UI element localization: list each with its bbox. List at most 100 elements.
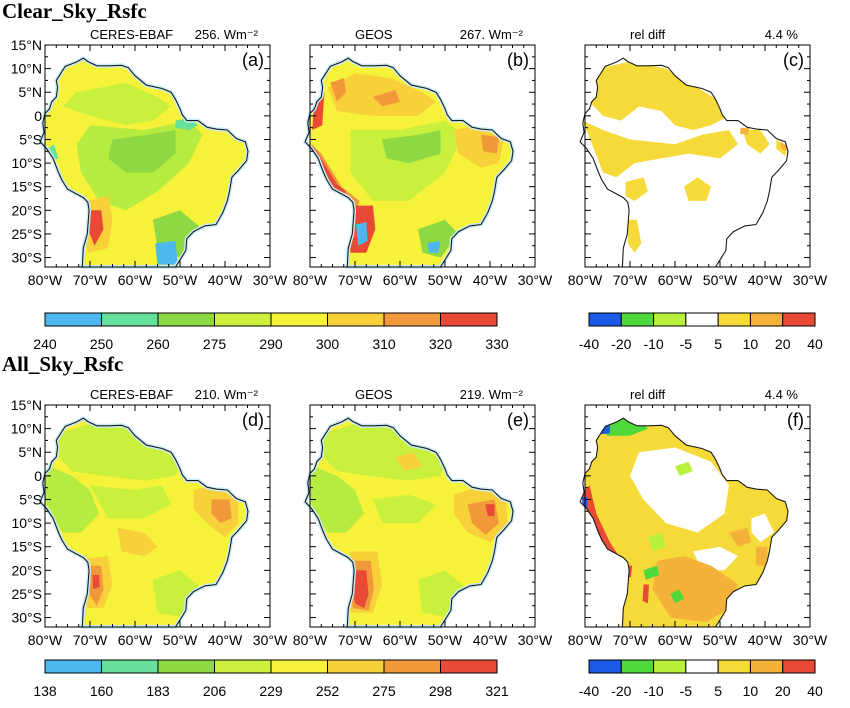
contour-region bbox=[670, 589, 684, 604]
map-panel-a: CERES-EBAF 256. Wm⁻² (a) 15°N 10°N 5°N 0 5°S 10°… bbox=[11, 27, 288, 288]
colorbar-tick-label: 5 bbox=[714, 683, 722, 699]
colorbar-swatch bbox=[101, 312, 159, 327]
contour-region bbox=[54, 423, 180, 481]
contour-region bbox=[582, 120, 738, 178]
contour-region bbox=[373, 89, 400, 107]
contour-fill bbox=[45, 58, 248, 267]
lon-label: 30°W bbox=[518, 632, 553, 648]
coastline bbox=[579, 417, 789, 628]
contour-region bbox=[580, 485, 619, 561]
contour-region bbox=[47, 144, 59, 161]
contour-region bbox=[627, 219, 642, 253]
lat-label: 30°S bbox=[11, 610, 42, 626]
lat-label: 25°S bbox=[11, 586, 42, 602]
lon-label: 40°W bbox=[748, 272, 783, 288]
colorbar-tick-label: 275 bbox=[203, 336, 227, 352]
contour-region bbox=[729, 527, 752, 547]
colorbar-swatch bbox=[101, 659, 159, 674]
panel-header-right: 4.4 % bbox=[765, 387, 799, 402]
lat-label: 10°N bbox=[11, 421, 42, 437]
colorbar-tick-label: 160 bbox=[90, 683, 114, 699]
colorbar-swatch bbox=[440, 312, 498, 327]
colorbar-tick-label: 138 bbox=[33, 683, 57, 699]
contour-region bbox=[42, 466, 99, 533]
lon-label: 30°W bbox=[793, 272, 828, 288]
colorbar-tick-label: 310 bbox=[372, 336, 396, 352]
coastline bbox=[39, 57, 249, 268]
map-panel-d: CERES-EBAF 210. Wm⁻² (d) 15°N 10°N 5°N 0 5°S 10°… bbox=[11, 387, 288, 648]
coastline bbox=[304, 417, 514, 628]
lon-label: 70°W bbox=[613, 272, 648, 288]
lat-label: 0 bbox=[34, 468, 42, 484]
lon-label: 80°W bbox=[293, 272, 328, 288]
colorbar-swatch bbox=[620, 659, 655, 674]
lat-label: 15°S bbox=[11, 539, 42, 555]
map-panel-e: GEOS 219. Wm⁻² (e) 80°W 70°W 60°W 50°W 40°W 30°W bbox=[293, 387, 553, 648]
panel-header-left: CERES-EBAF bbox=[90, 27, 173, 42]
contour-region bbox=[63, 82, 171, 126]
contour-fill bbox=[307, 418, 513, 627]
lon-label: 50°W bbox=[163, 272, 198, 288]
contour-region bbox=[307, 466, 364, 533]
contour-region bbox=[589, 61, 729, 130]
colorbar-tick-label: 330 bbox=[485, 336, 509, 352]
section-title-all-sky: All_Sky_Rsfc bbox=[2, 352, 124, 376]
panel-header-left: rel diff bbox=[630, 387, 666, 402]
lat-label: 15°N bbox=[11, 37, 42, 53]
contour-region bbox=[675, 461, 693, 476]
lon-label: 80°W bbox=[293, 632, 328, 648]
colorbar-tick-label: -10 bbox=[643, 683, 663, 699]
lon-label: 50°W bbox=[703, 632, 738, 648]
colorbar-swatch bbox=[717, 659, 751, 674]
lon-label: 40°W bbox=[748, 632, 783, 648]
contour-region bbox=[87, 210, 104, 246]
colorbar-swatch bbox=[383, 312, 441, 327]
lat-label: 0 bbox=[34, 108, 42, 124]
colorbar-swatch bbox=[440, 659, 498, 674]
colorbar-tick-label: 300 bbox=[316, 336, 340, 352]
contour-region bbox=[355, 222, 368, 246]
contour-region bbox=[373, 494, 436, 524]
colorbar-tick-label: -10 bbox=[643, 336, 663, 352]
lat-label: 20°S bbox=[11, 202, 42, 218]
colorbar-clear-sky-abs: 240 250 260 275 290 300 310 320 330 bbox=[33, 312, 509, 352]
colorbar-tick-label: 290 bbox=[259, 336, 283, 352]
contour-region bbox=[642, 584, 649, 604]
contour-region bbox=[742, 130, 770, 154]
contour-region bbox=[92, 575, 100, 590]
colorbar-swatch bbox=[717, 312, 751, 327]
contour-region bbox=[418, 219, 459, 258]
lat-label: 25°S bbox=[11, 226, 42, 242]
contour-region bbox=[90, 485, 171, 519]
panel-header-left: rel diff bbox=[630, 27, 666, 42]
colorbar-tick-label: -20 bbox=[611, 683, 631, 699]
colorbar-swatch bbox=[588, 659, 622, 674]
lon-label: 40°W bbox=[208, 272, 243, 288]
colorbar-tick-label: -40 bbox=[579, 683, 599, 699]
panel-tag: (d) bbox=[242, 410, 264, 430]
contour-fill bbox=[580, 418, 788, 627]
lon-label: 70°W bbox=[613, 632, 648, 648]
colorbar-tick-label: 206 bbox=[203, 683, 227, 699]
coastline bbox=[39, 417, 249, 628]
colorbar-tick-label: 183 bbox=[146, 683, 170, 699]
panel-header-right: 219. Wm⁻² bbox=[460, 387, 524, 402]
coastline bbox=[579, 57, 789, 268]
colorbar-clear-sky-diff: -40 -20 -10 -5 5 10 20 40 bbox=[579, 312, 823, 352]
lon-label: 30°W bbox=[253, 272, 288, 288]
contour-region bbox=[485, 504, 495, 516]
colorbar-tick-label: 252 bbox=[316, 683, 340, 699]
contour-fill bbox=[582, 58, 788, 267]
colorbar-tick-label: 320 bbox=[429, 336, 453, 352]
colorbar-swatch bbox=[270, 312, 328, 327]
lon-label: 60°W bbox=[118, 272, 153, 288]
lon-label: 80°W bbox=[568, 272, 603, 288]
panel-tag: (b) bbox=[507, 50, 529, 70]
lon-label: 70°W bbox=[73, 272, 108, 288]
colorbar-swatch bbox=[157, 312, 215, 327]
colorbar-tick-label: 250 bbox=[90, 336, 114, 352]
contour-region bbox=[648, 532, 666, 552]
colorbar-swatch bbox=[214, 312, 272, 327]
colorbar-tick-label: 20 bbox=[775, 336, 791, 352]
panel-tag: (f) bbox=[787, 410, 804, 430]
